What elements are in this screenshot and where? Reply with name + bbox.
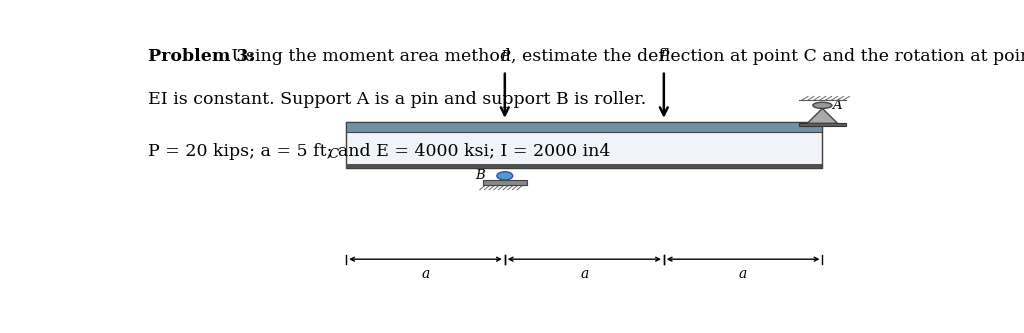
Bar [346,122,822,168]
Text: A: A [831,99,842,112]
Text: a: a [422,267,430,281]
Text: Using the moment area method, estimate the deflection at point C and the rotatio: Using the moment area method, estimate t… [225,48,1024,65]
Bar [799,123,846,126]
Bar [346,122,822,132]
Text: EI is constant. Support A is a pin and support B is roller.: EI is constant. Support A is a pin and s… [147,91,646,108]
Text: P = 20 kips; a = 5 ft; and E = 4000 ksi; I = 2000 in4: P = 20 kips; a = 5 ft; and E = 4000 ksi;… [147,143,610,160]
Text: B: B [475,169,485,182]
Text: a: a [739,267,748,281]
Text: P: P [500,50,510,64]
Text: P: P [659,50,669,64]
Bar [483,180,526,184]
Text: C: C [328,148,338,161]
Text: a: a [581,267,589,281]
Circle shape [813,102,831,109]
Ellipse shape [497,172,513,180]
Polygon shape [807,109,838,123]
Text: Problem 3:: Problem 3: [147,48,255,65]
Bar [346,164,822,168]
